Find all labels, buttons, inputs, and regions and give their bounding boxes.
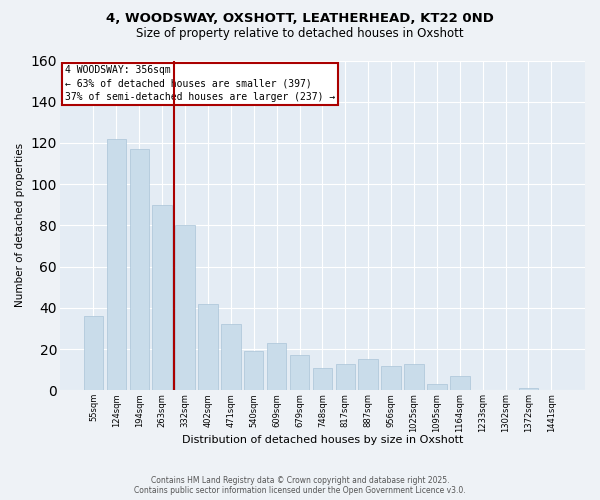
Bar: [519, 388, 538, 390]
Bar: [152, 205, 172, 390]
Bar: [313, 368, 332, 390]
Bar: [84, 316, 103, 390]
Bar: [450, 376, 470, 390]
Bar: [107, 139, 126, 390]
Bar: [335, 364, 355, 390]
X-axis label: Distribution of detached houses by size in Oxshott: Distribution of detached houses by size …: [182, 435, 463, 445]
Bar: [290, 356, 309, 390]
Y-axis label: Number of detached properties: Number of detached properties: [15, 144, 25, 308]
Bar: [130, 149, 149, 390]
Bar: [404, 364, 424, 390]
Bar: [267, 343, 286, 390]
Text: Size of property relative to detached houses in Oxshott: Size of property relative to detached ho…: [136, 28, 464, 40]
Bar: [221, 324, 241, 390]
Text: Contains HM Land Registry data © Crown copyright and database right 2025.
Contai: Contains HM Land Registry data © Crown c…: [134, 476, 466, 495]
Bar: [244, 351, 263, 391]
Bar: [427, 384, 446, 390]
Text: 4, WOODSWAY, OXSHOTT, LEATHERHEAD, KT22 0ND: 4, WOODSWAY, OXSHOTT, LEATHERHEAD, KT22 …: [106, 12, 494, 26]
Bar: [382, 366, 401, 390]
Bar: [198, 304, 218, 390]
Bar: [358, 360, 378, 390]
Text: 4 WOODSWAY: 356sqm
← 63% of detached houses are smaller (397)
37% of semi-detach: 4 WOODSWAY: 356sqm ← 63% of detached hou…: [65, 66, 335, 102]
Bar: [175, 226, 195, 390]
